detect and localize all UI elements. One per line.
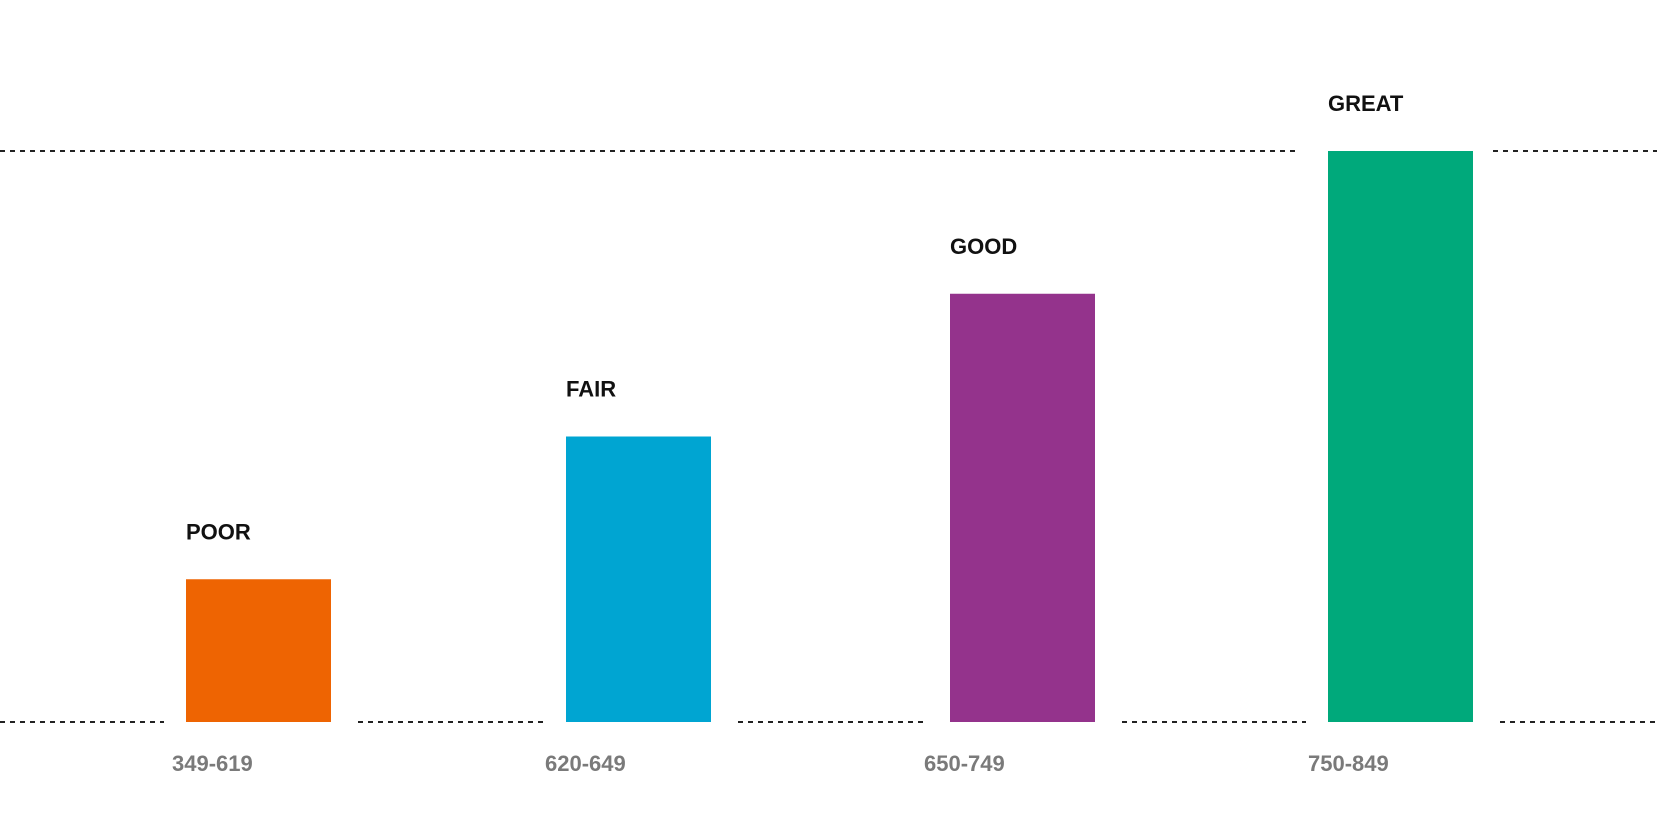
- bar-labels: POOR FAIR GOOD GREAT: [186, 91, 1404, 544]
- x-tick-label: 750-849: [1308, 751, 1389, 776]
- x-tick-label: 349-619: [172, 751, 253, 776]
- bar-great: [1328, 151, 1473, 722]
- x-tick-labels: 349-619 620-649 650-749 750-849: [172, 751, 1389, 776]
- bar-fair: [566, 436, 711, 722]
- x-tick-label: 620-649: [545, 751, 626, 776]
- x-tick-label: 650-749: [924, 751, 1005, 776]
- bar-label-great: GREAT: [1328, 91, 1404, 116]
- bar-label-poor: POOR: [186, 519, 251, 544]
- gridlines: [0, 150, 1657, 723]
- bars: [186, 151, 1473, 722]
- bar-poor: [186, 579, 331, 722]
- bar-label-good: GOOD: [950, 234, 1017, 259]
- bar-good: [950, 293, 1095, 722]
- bar-label-fair: FAIR: [566, 377, 616, 402]
